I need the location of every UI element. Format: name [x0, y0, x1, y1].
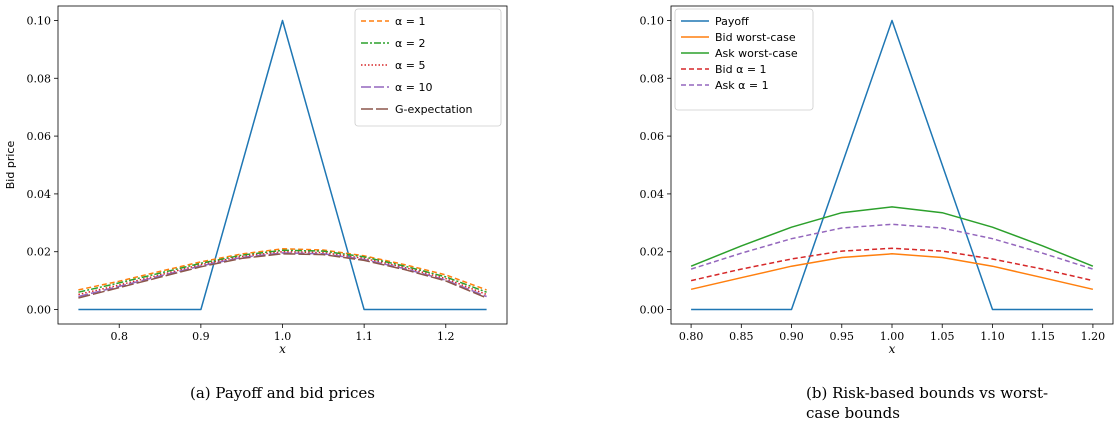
y-tick-label: 0.04 [27, 188, 52, 201]
legend-label: α = 2 [395, 37, 425, 50]
series-line-0 [691, 19, 1093, 311]
y-tick-label: 0.06 [27, 130, 52, 143]
x-tick-label: 0.8 [110, 330, 128, 343]
legend-label: α = 10 [395, 81, 432, 94]
series-line-1 [690, 253, 1094, 291]
series-line-3 [690, 247, 1094, 282]
legend-label: α = 5 [395, 59, 425, 72]
series-line-2 [690, 206, 1094, 267]
y-tick-label: 0.00 [640, 304, 665, 317]
legend-frame [354, 8, 502, 127]
series-line-1 [78, 248, 487, 291]
series-line-3 [78, 250, 487, 296]
x-tick-label: 0.95 [830, 330, 855, 343]
legend-label: α = 1 [395, 15, 425, 28]
legend-frame [674, 8, 814, 111]
x-tick-label: 1.20 [1081, 330, 1106, 343]
legend-label: Bid α = 1 [715, 63, 767, 76]
x-tick-label: 1.00 [880, 330, 905, 343]
x-tick-label: 0.9 [192, 330, 210, 343]
legend-label: Payoff [715, 15, 749, 28]
x-tick-label: 0.90 [779, 330, 804, 343]
legend-label: Bid worst-case [715, 31, 796, 44]
y-tick-label: 0.10 [640, 14, 665, 27]
legend-label: G-expectation [395, 103, 473, 116]
y-tick-label: 0.02 [27, 246, 52, 259]
x-tick-label: 1.1 [355, 330, 373, 343]
series-line-4 [78, 252, 487, 298]
chart-a: 0.8 0.9 1.0 1.1 1.2 0.00 0.02 0.04 0.06 0.08 0.10 x… [4, 5, 508, 402]
y-axis-label: Bid price [4, 141, 17, 190]
y-tick-label: 0.00 [27, 304, 52, 317]
y-tick-label: 0.08 [640, 72, 665, 85]
x-axis-label: x [889, 342, 896, 356]
caption-line: case bounds [806, 404, 900, 422]
y-tick-label: 0.08 [27, 72, 52, 85]
x-tick-label: 0.85 [729, 330, 754, 343]
legend-label: Ask worst-case [715, 47, 798, 60]
legend: α = 1 α = 2 α = 5 α = 10 G-expectation [354, 8, 502, 127]
series-line-2 [78, 249, 487, 293]
series-line-4 [690, 223, 1094, 270]
x-axis-label: x [279, 342, 286, 356]
x-tick-label: 0.80 [679, 330, 704, 343]
y-tick-label: 0.10 [27, 14, 52, 27]
x-tick-label: 1.15 [1030, 330, 1055, 343]
y-tick-label: 0.02 [640, 246, 665, 259]
caption: (a) Payoff and bid prices [190, 384, 375, 402]
series-line-0 [78, 19, 487, 311]
y-tick-label: 0.06 [640, 130, 665, 143]
y-tick-label: 0.04 [640, 188, 665, 201]
legend-label: Ask α = 1 [715, 79, 769, 92]
legend: Payoff Bid worst-case Ask worst-case Bid α … [674, 8, 814, 111]
series-line-5 [78, 253, 487, 299]
x-tick-label: 1.05 [930, 330, 955, 343]
chart-b: 0.80 0.85 0.90 0.95 1.00 1.05 1.10 1.15 1.20 0.00… [640, 5, 1114, 422]
caption-line: (b) Risk-based bounds vs worst- [806, 384, 1048, 402]
x-tick-label: 1.2 [437, 330, 455, 343]
x-tick-label: 1.0 [274, 330, 292, 343]
x-tick-label: 1.10 [980, 330, 1005, 343]
